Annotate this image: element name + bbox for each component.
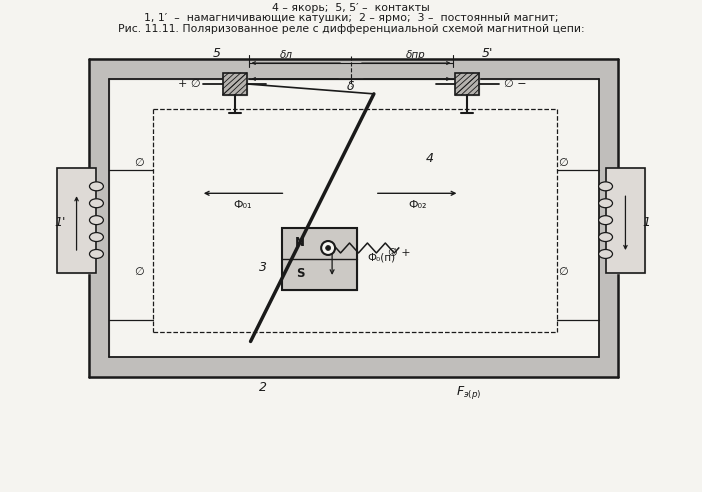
Polygon shape [223,73,246,95]
Polygon shape [606,168,645,273]
Bar [456,73,479,95]
Ellipse shape [599,182,613,191]
Bar [282,228,357,290]
Ellipse shape [599,233,613,242]
Ellipse shape [89,182,103,191]
Text: ∅ −: ∅ − [504,79,526,89]
Circle shape [322,241,335,255]
Text: 2: 2 [258,381,267,394]
Polygon shape [599,59,618,377]
Text: + ∅: + ∅ [178,79,200,89]
Text: 5: 5 [213,47,220,60]
Text: S: S [296,267,305,280]
Text: ∅ +: ∅ + [388,248,411,258]
Bar [606,168,645,273]
Bar [57,168,96,273]
Text: Ф₀₂: Ф₀₂ [409,200,427,210]
Ellipse shape [89,199,103,208]
Polygon shape [282,228,357,290]
Text: Ф₀(п): Ф₀(п) [368,253,396,263]
Text: δл: δл [280,50,293,60]
Text: 3: 3 [258,261,267,275]
Text: $F_{э(р)}$: $F_{э(р)}$ [456,384,482,400]
Text: ∅: ∅ [134,267,144,277]
Polygon shape [89,59,618,79]
Polygon shape [89,357,618,377]
Text: 5': 5' [482,47,493,60]
Ellipse shape [599,199,613,208]
Ellipse shape [599,249,613,258]
Text: δ: δ [347,80,355,93]
Ellipse shape [89,233,103,242]
Text: ∅: ∅ [558,267,568,277]
Circle shape [326,246,331,250]
Text: 1: 1 [642,215,650,229]
Polygon shape [57,168,96,273]
Text: 1': 1' [54,215,65,229]
Text: ∅: ∅ [558,158,568,168]
Text: 4 – якорь;  5, 5′ –  контакты: 4 – якорь; 5, 5′ – контакты [272,3,430,13]
Polygon shape [456,73,479,95]
Text: 1, 1′  –  намагничивающие катушки;  2 – ярмо;  3 –  постоянный магнит;: 1, 1′ – намагничивающие катушки; 2 – ярм… [144,13,558,23]
Ellipse shape [89,249,103,258]
Text: 4: 4 [425,152,434,165]
Text: Ф₀₁: Ф₀₁ [233,200,252,210]
Text: N: N [296,236,305,248]
Polygon shape [89,59,110,377]
Ellipse shape [599,215,613,225]
Text: δпр: δпр [406,50,425,60]
Bar [223,73,246,95]
Text: ∅: ∅ [134,158,144,168]
Ellipse shape [89,215,103,225]
Text: Рис. 11.11. Поляризованное реле с дифференциальной схемой магнитной цепи:: Рис. 11.11. Поляризованное реле с диффер… [118,24,584,34]
